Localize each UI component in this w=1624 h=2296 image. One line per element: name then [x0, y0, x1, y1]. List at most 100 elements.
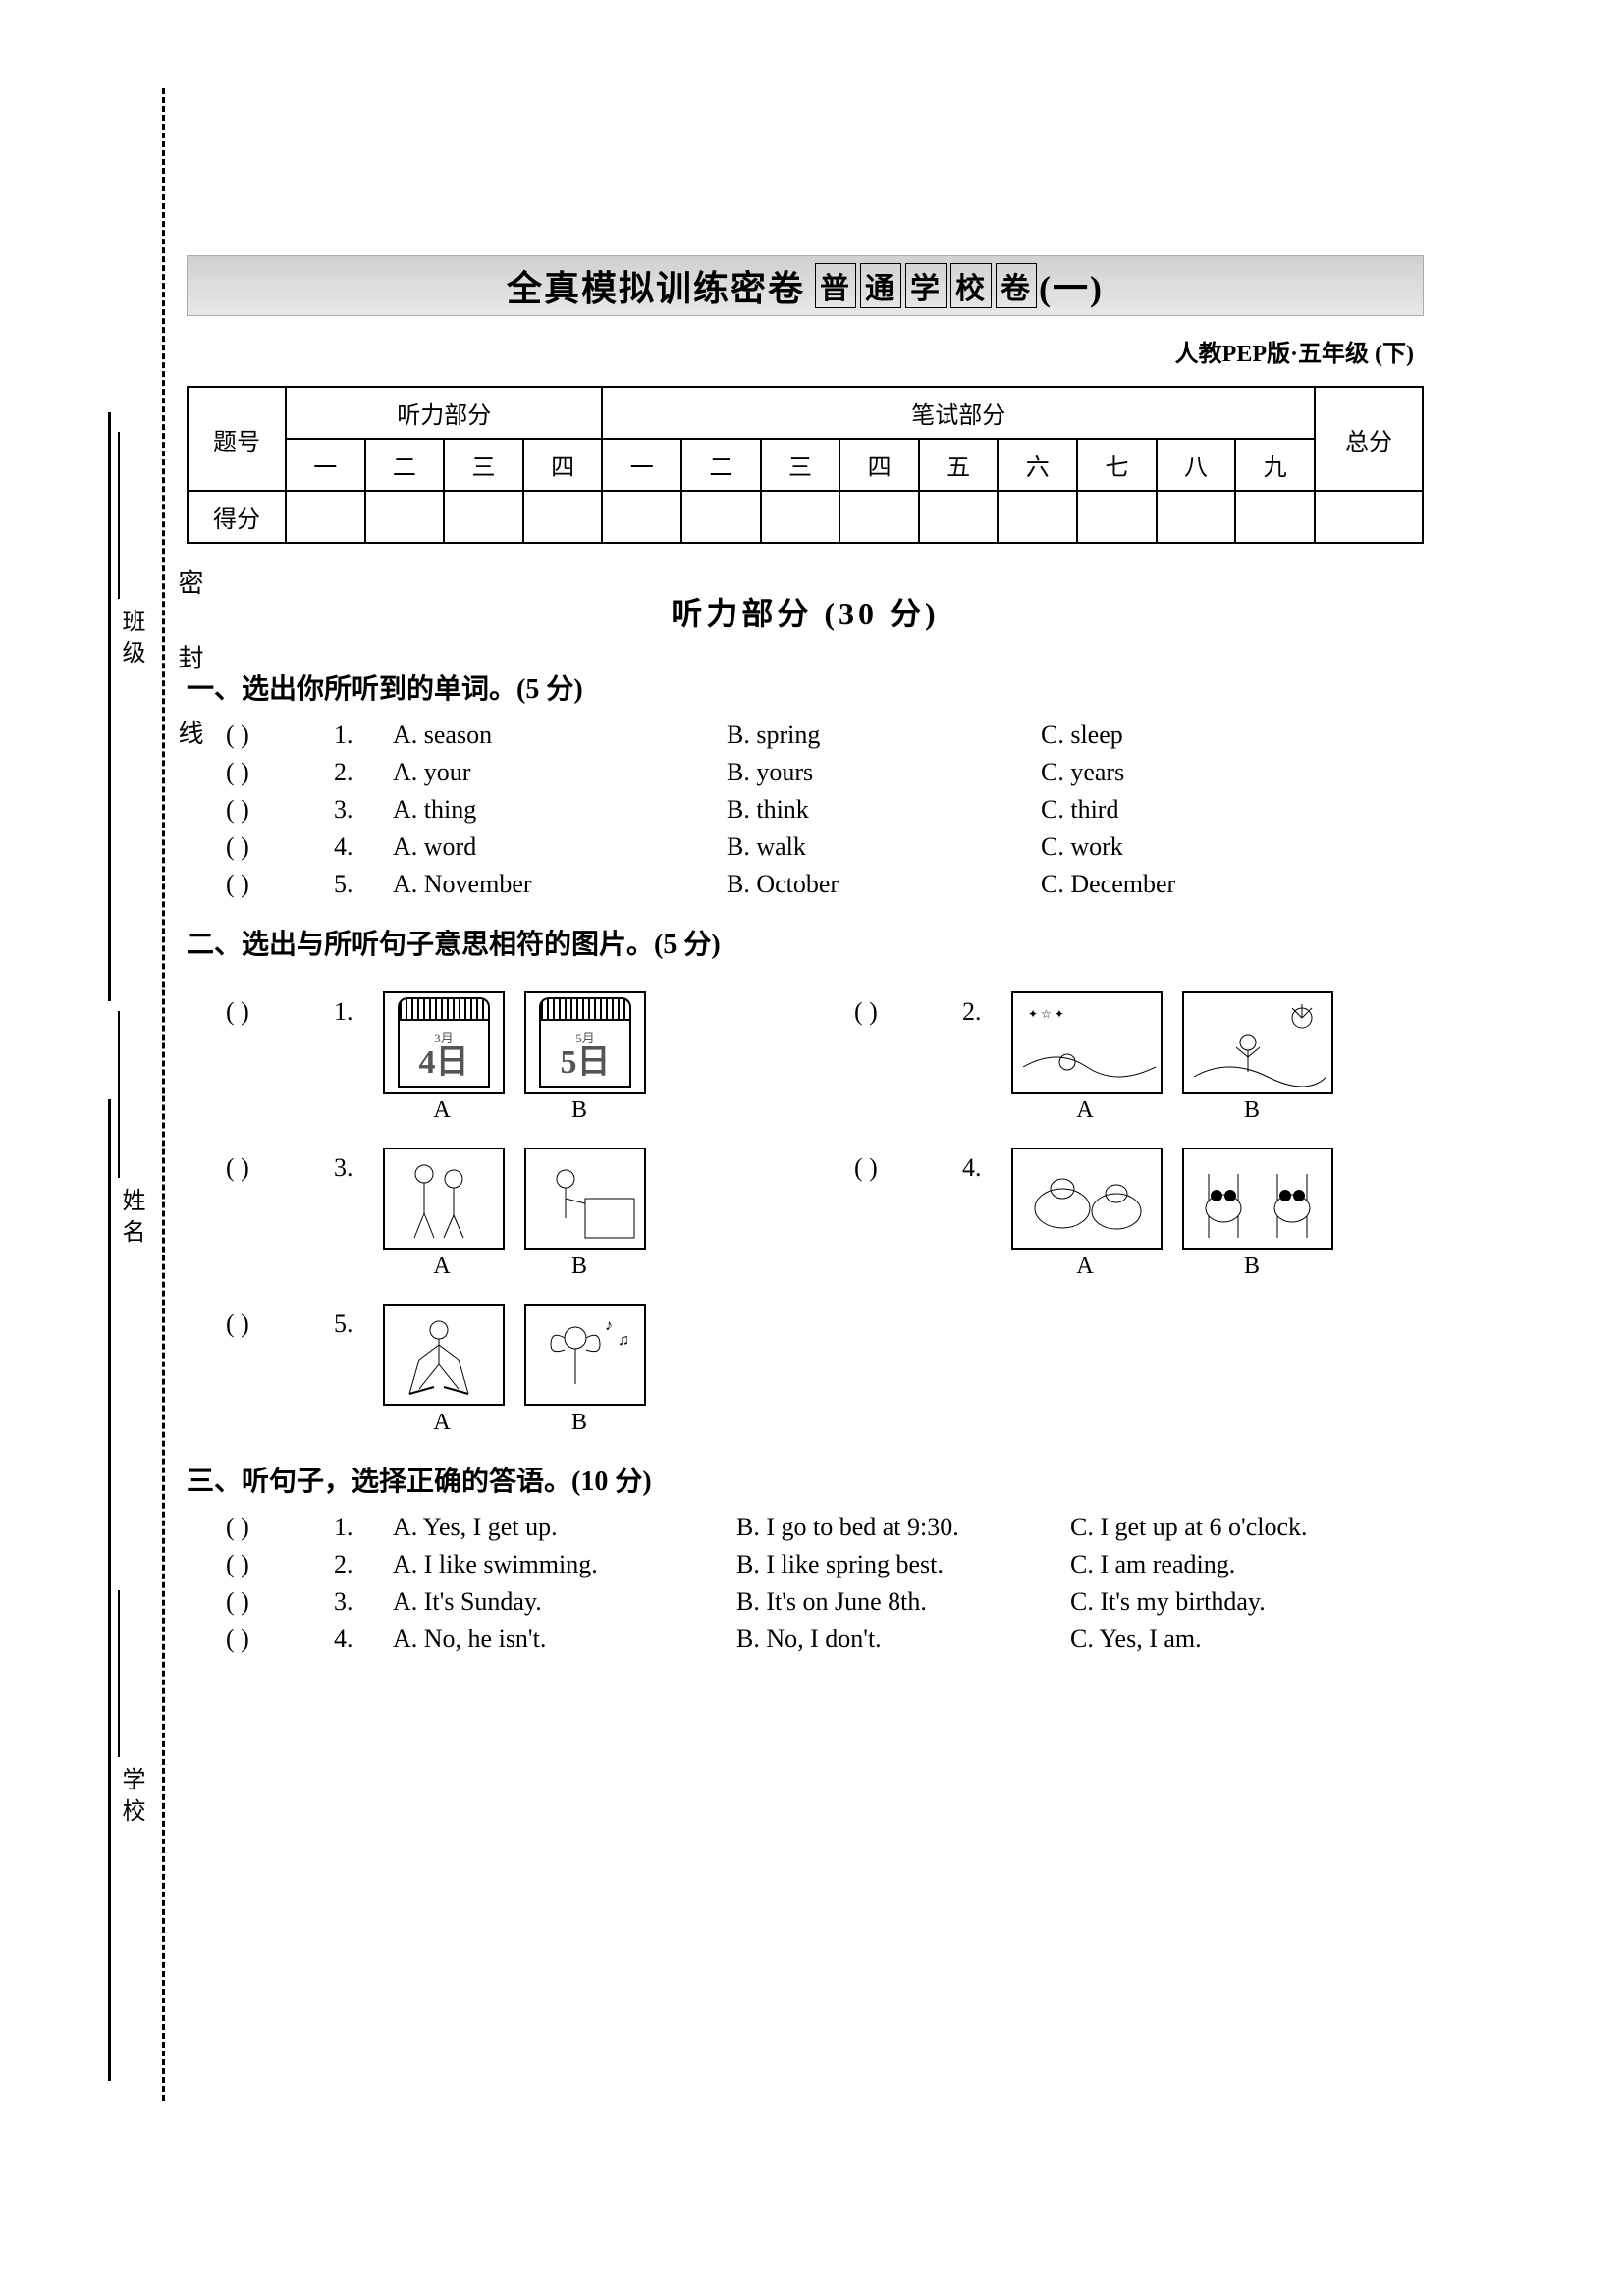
q2-row1: ( ) 1. 3月 4日 5月 5 [187, 976, 1424, 1132]
binding-dash-line [162, 88, 165, 2101]
option-c: C. Yes, I am. [1070, 1625, 1424, 1654]
option-a: A. season [393, 721, 727, 750]
cell: 三 [761, 439, 840, 491]
answer-blank[interactable]: ( ) [226, 1625, 334, 1654]
q-number: 3. [334, 1587, 393, 1617]
cell: 九 [1235, 439, 1315, 491]
mcq-row: ( )4.A. No, he isn't.B. No, I don't.C. Y… [226, 1625, 1424, 1654]
caption-b: B [520, 1410, 638, 1436]
mcq-row: ( )2.A. I like swimming.B. I like spring… [226, 1550, 1424, 1579]
table-row: 一 二 三 四 一 二 三 四 五 六 七 八 九 [188, 439, 1423, 491]
q3-list: ( )1.A. Yes, I get up.B. I go to bed at … [187, 1513, 1424, 1654]
answer-blank[interactable]: ( ) [226, 991, 334, 1027]
q2-item-5: ( ) 5. ♪♫ A B [226, 1304, 1424, 1436]
cell[interactable] [365, 491, 445, 543]
option-b: B. think [727, 795, 1041, 825]
binding-solid-bottom [108, 1099, 111, 2081]
q2-item-1: ( ) 1. 3月 4日 5月 5 [226, 991, 756, 1124]
answer-blank[interactable]: ( ) [226, 870, 334, 899]
score-table: 题号 听力部分 笔试部分 总分 一 二 三 四 一 二 三 四 五 六 七 八 … [187, 386, 1424, 544]
answer-blank[interactable]: ( ) [226, 1304, 334, 1339]
page-content: 全真模拟训练密卷 普 通 学 校 卷 (一) 人教PEP版·五年级 (下) 题号… [187, 88, 1424, 2150]
cell[interactable] [1235, 491, 1315, 543]
q3-heading: 三、听句子，选择正确的答语。(10 分) [187, 1460, 1424, 1499]
option-b: B. I go to bed at 9:30. [736, 1513, 1070, 1542]
class-label: 班级 [114, 609, 148, 671]
q-number: 2. [962, 991, 1011, 1027]
option-c: C. work [1041, 832, 1424, 862]
cell: 四 [839, 439, 919, 491]
answer-blank[interactable]: ( ) [226, 1550, 334, 1579]
answer-blank[interactable]: ( ) [226, 795, 334, 825]
cell[interactable] [1315, 491, 1423, 543]
cell[interactable] [444, 491, 523, 543]
q2-row2: ( ) 3. A B ( ) 4. [187, 1132, 1424, 1288]
cell[interactable] [523, 491, 603, 543]
option-b: B. spring [727, 721, 1041, 750]
name-line [118, 1011, 120, 1178]
svg-text:♪: ♪ [605, 1317, 613, 1334]
option-b: B. It's on June 8th. [736, 1587, 1070, 1617]
cell: 二 [681, 439, 761, 491]
option-a: A. It's Sunday. [393, 1587, 736, 1617]
q-number: 3. [334, 795, 393, 825]
cell[interactable] [681, 491, 761, 543]
picture-5b: ♪♫ [524, 1304, 646, 1406]
title-sub-4: 校 [950, 263, 992, 308]
title-main: 全真模拟训练密卷 [507, 260, 805, 311]
option-a: A. November [393, 870, 727, 899]
svg-text:♫: ♫ [618, 1332, 629, 1349]
title-sub-5: 卷 [996, 263, 1037, 308]
cell-listen-head: 听力部分 [286, 387, 602, 439]
cell[interactable] [998, 491, 1077, 543]
cell: 二 [365, 439, 445, 491]
cell[interactable] [839, 491, 919, 543]
q-number: 5. [334, 870, 393, 899]
option-c: C. years [1041, 758, 1424, 787]
picture-4b [1182, 1148, 1333, 1250]
q-number: 2. [334, 1550, 393, 1579]
title-sub-3: 学 [905, 263, 947, 308]
caption-b: B [1178, 1254, 1326, 1280]
table-row: 题号 听力部分 笔试部分 总分 [188, 387, 1423, 439]
answer-blank[interactable]: ( ) [854, 1148, 962, 1183]
cell[interactable] [919, 491, 999, 543]
q-number: 1. [334, 1513, 393, 1542]
option-a: A. word [393, 832, 727, 862]
option-b: B. No, I don't. [736, 1625, 1070, 1654]
answer-blank[interactable]: ( ) [226, 1513, 334, 1542]
svg-text:✦ ☆ ✦: ✦ ☆ ✦ [1028, 1007, 1064, 1021]
cell[interactable] [1077, 491, 1157, 543]
answer-blank[interactable]: ( ) [854, 991, 962, 1027]
cell: 五 [919, 439, 999, 491]
q-number: 4. [334, 832, 393, 862]
caption-a: A [383, 1097, 501, 1124]
mcq-row: ( )3.A. thingB. thinkC. third [226, 795, 1424, 825]
cell[interactable] [761, 491, 840, 543]
mcq-row: ( )1.A. seasonB. springC. sleep [226, 721, 1424, 750]
answer-blank[interactable]: ( ) [226, 832, 334, 862]
option-c: C. I am reading. [1070, 1550, 1424, 1579]
school-label: 学校 [114, 1767, 148, 1830]
picture-3b [524, 1148, 646, 1250]
option-a: A. I like swimming. [393, 1550, 736, 1579]
cell[interactable] [602, 491, 681, 543]
answer-blank[interactable]: ( ) [226, 721, 334, 750]
answer-blank[interactable]: ( ) [226, 758, 334, 787]
answer-blank[interactable]: ( ) [226, 1148, 334, 1183]
binding-margin: 密 封 线 学校 姓名 班级 [108, 88, 177, 2101]
option-c: C. sleep [1041, 721, 1424, 750]
cell-得分: 得分 [188, 491, 286, 543]
cell[interactable] [286, 491, 365, 543]
answer-blank[interactable]: ( ) [226, 1587, 334, 1617]
cell: 一 [286, 439, 365, 491]
option-b: B. October [727, 870, 1041, 899]
caption-b: B [520, 1254, 638, 1280]
picture-4a [1011, 1148, 1163, 1250]
mcq-row: ( )1.A. Yes, I get up.B. I go to bed at … [226, 1513, 1424, 1542]
mcq-row: ( )2.A. yourB. yoursC. years [226, 758, 1424, 787]
title-sub-2: 通 [860, 263, 901, 308]
cell[interactable] [1157, 491, 1236, 543]
listening-header: 听力部分 (30 分) [187, 589, 1424, 634]
caption-a: A [383, 1410, 501, 1436]
